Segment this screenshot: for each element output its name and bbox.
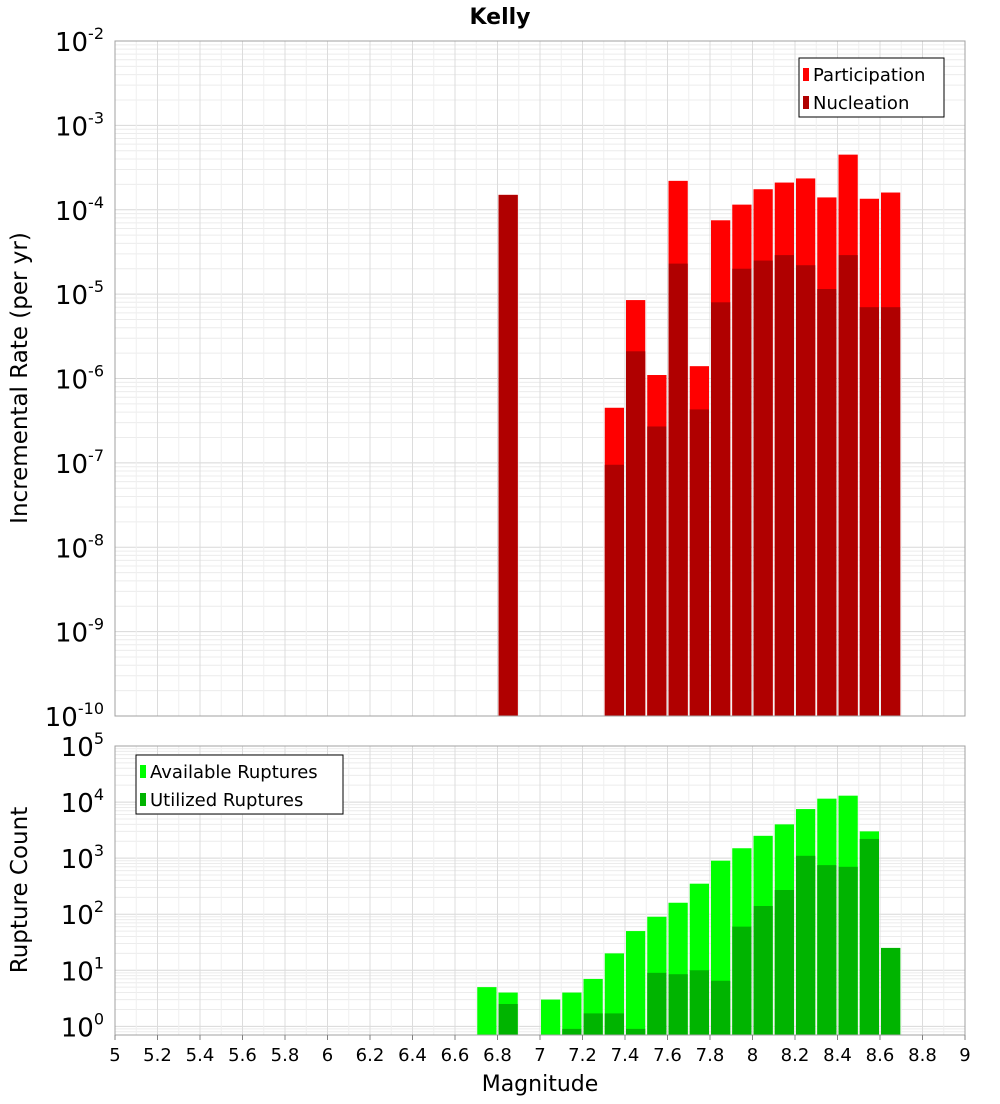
x-tick-label: 5.8 xyxy=(271,1045,300,1066)
legend-label: Available Ruptures xyxy=(150,762,318,783)
bar-nucleation xyxy=(668,263,688,716)
y-tick-label: 10-2 xyxy=(55,24,104,58)
x-tick-label: 5.2 xyxy=(143,1045,172,1066)
bar-utilized-ruptures xyxy=(859,838,879,1035)
bar-utilized-ruptures xyxy=(668,974,688,1035)
x-tick-label: 9 xyxy=(959,1045,970,1066)
y-tick-label: 10-8 xyxy=(55,530,104,564)
legend-label: Utilized Ruptures xyxy=(150,790,303,811)
y-tick-label: 100 xyxy=(61,1009,104,1043)
bar-utilized-ruptures xyxy=(817,865,837,1035)
bar-available-ruptures xyxy=(626,931,646,1035)
x-tick-label: 8.6 xyxy=(866,1045,895,1066)
chart-title: Kelly xyxy=(469,5,530,30)
bar-nucleation xyxy=(732,268,752,716)
bar-utilized-ruptures xyxy=(562,1028,582,1035)
x-tick-label: 6.6 xyxy=(441,1045,470,1066)
y-tick-label: 10-5 xyxy=(55,277,104,311)
bar-utilized-ruptures xyxy=(583,1013,603,1035)
bar-nucleation xyxy=(817,289,837,716)
bar-utilized-ruptures xyxy=(626,1028,646,1035)
y-axis-label: Incremental Rate (per yr) xyxy=(7,232,33,524)
x-axis-label: Magnitude xyxy=(482,1072,599,1097)
x-tick-label: 6.8 xyxy=(483,1045,512,1066)
bar-nucleation xyxy=(796,265,816,716)
legend-swatch xyxy=(803,96,809,109)
bar-utilized-ruptures xyxy=(711,980,731,1035)
y-tick-label: 102 xyxy=(61,897,104,931)
y-tick-label: 10-7 xyxy=(55,446,104,480)
bar-utilized-ruptures xyxy=(498,1004,518,1035)
plot-frame xyxy=(114,40,966,717)
y-tick-label: 103 xyxy=(61,841,104,875)
legend: Available Ruptures Utilized Ruptures xyxy=(135,754,344,815)
x-tick-label: 8.2 xyxy=(781,1045,810,1066)
x-tick-label: 7.8 xyxy=(696,1045,725,1066)
x-tick-label: 8.4 xyxy=(823,1045,852,1066)
y-tick-label: 10-9 xyxy=(55,615,104,649)
x-tick-label: 7 xyxy=(534,1045,545,1066)
legend: Participation Nucleation xyxy=(798,57,945,118)
y-tick-label: 10-6 xyxy=(55,362,104,396)
legend-box xyxy=(135,754,344,815)
bar-utilized-ruptures xyxy=(753,905,773,1035)
bar-nucleation xyxy=(647,426,667,716)
y-tick-label: 105 xyxy=(61,729,104,763)
y-tick-label: 101 xyxy=(61,953,104,987)
bar-nucleation xyxy=(604,464,624,716)
bar-nucleation xyxy=(859,307,879,716)
x-tick-label: 6.4 xyxy=(398,1045,427,1066)
bar-utilized-ruptures xyxy=(689,970,709,1035)
bar-available-ruptures xyxy=(477,987,497,1035)
bar-nucleation xyxy=(838,255,858,716)
legend-swatch xyxy=(140,793,146,806)
bar-available-ruptures xyxy=(562,992,582,1035)
y-tick-label: 104 xyxy=(61,785,104,819)
legend-label: Participation xyxy=(813,65,925,86)
bar-utilized-ruptures xyxy=(881,947,901,1035)
y-tick-label: 10-4 xyxy=(55,193,104,227)
y-tick-label: 10-3 xyxy=(55,108,104,142)
x-tick-label: 7.2 xyxy=(568,1045,597,1066)
rupture-count-plot: 100 101 102 103 104 105 Rupture Count Available… xyxy=(7,729,966,1043)
bar-nucleation xyxy=(626,351,646,716)
bar-nucleation xyxy=(753,260,773,716)
x-tick-label: 7.6 xyxy=(653,1045,682,1066)
legend-swatch xyxy=(140,765,146,778)
legend-label: Nucleation xyxy=(813,93,909,114)
bar-utilized-ruptures xyxy=(796,855,816,1035)
participation-nucleation-plot: 10-10 10-9 10-8 10-7 10-6 10-5 10-4 10-3 10-2 Inc… xyxy=(7,24,966,733)
bar-nucleation xyxy=(711,302,731,716)
bar-utilized-ruptures xyxy=(647,972,667,1035)
bar-available-ruptures xyxy=(541,999,561,1035)
bar-utilized-ruptures xyxy=(838,866,858,1035)
x-tick-label: 6.2 xyxy=(356,1045,385,1066)
x-tick-label: 5.4 xyxy=(186,1045,215,1066)
x-tick-label: 6 xyxy=(322,1045,333,1066)
x-tick-label: 8.8 xyxy=(908,1045,937,1066)
x-tick-label: 8 xyxy=(747,1045,758,1066)
x-tick-label: 5.6 xyxy=(228,1045,257,1066)
x-axis: 5 5.2 5.4 5.6 5.8 6 6.2 6.4 6.6 6.8 7 7.2 7.4 7.6 7.8 8… xyxy=(109,1035,971,1066)
x-tick-label: 7.4 xyxy=(611,1045,640,1066)
bar-nucleation xyxy=(774,255,794,716)
bar-nucleation xyxy=(498,194,518,716)
bar-utilized-ruptures xyxy=(774,890,794,1035)
y-tick-label: 10-10 xyxy=(45,699,104,733)
y-axis-label: Rupture Count xyxy=(7,807,33,973)
legend-swatch xyxy=(803,68,809,81)
bar-nucleation xyxy=(689,409,709,716)
bar-nucleation xyxy=(881,307,901,716)
x-tick-label: 5 xyxy=(109,1045,120,1066)
bar-utilized-ruptures xyxy=(604,1013,624,1035)
legend-box xyxy=(798,57,945,118)
bar-utilized-ruptures xyxy=(732,926,752,1035)
